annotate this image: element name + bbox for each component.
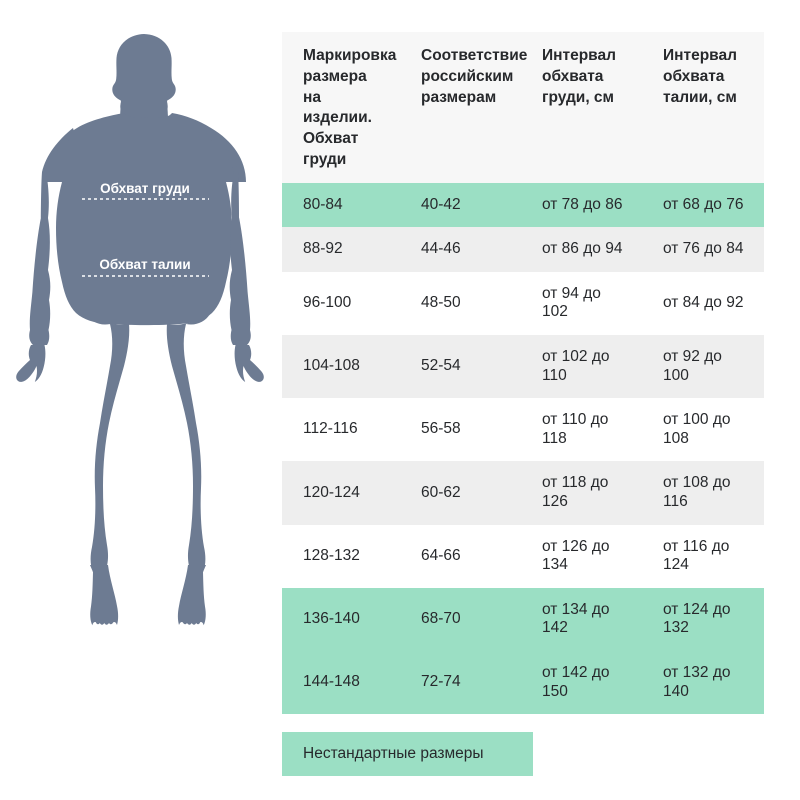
svg-text:Обхват талии: Обхват талии (99, 257, 190, 272)
svg-text:Обхват груди: Обхват груди (100, 181, 190, 196)
